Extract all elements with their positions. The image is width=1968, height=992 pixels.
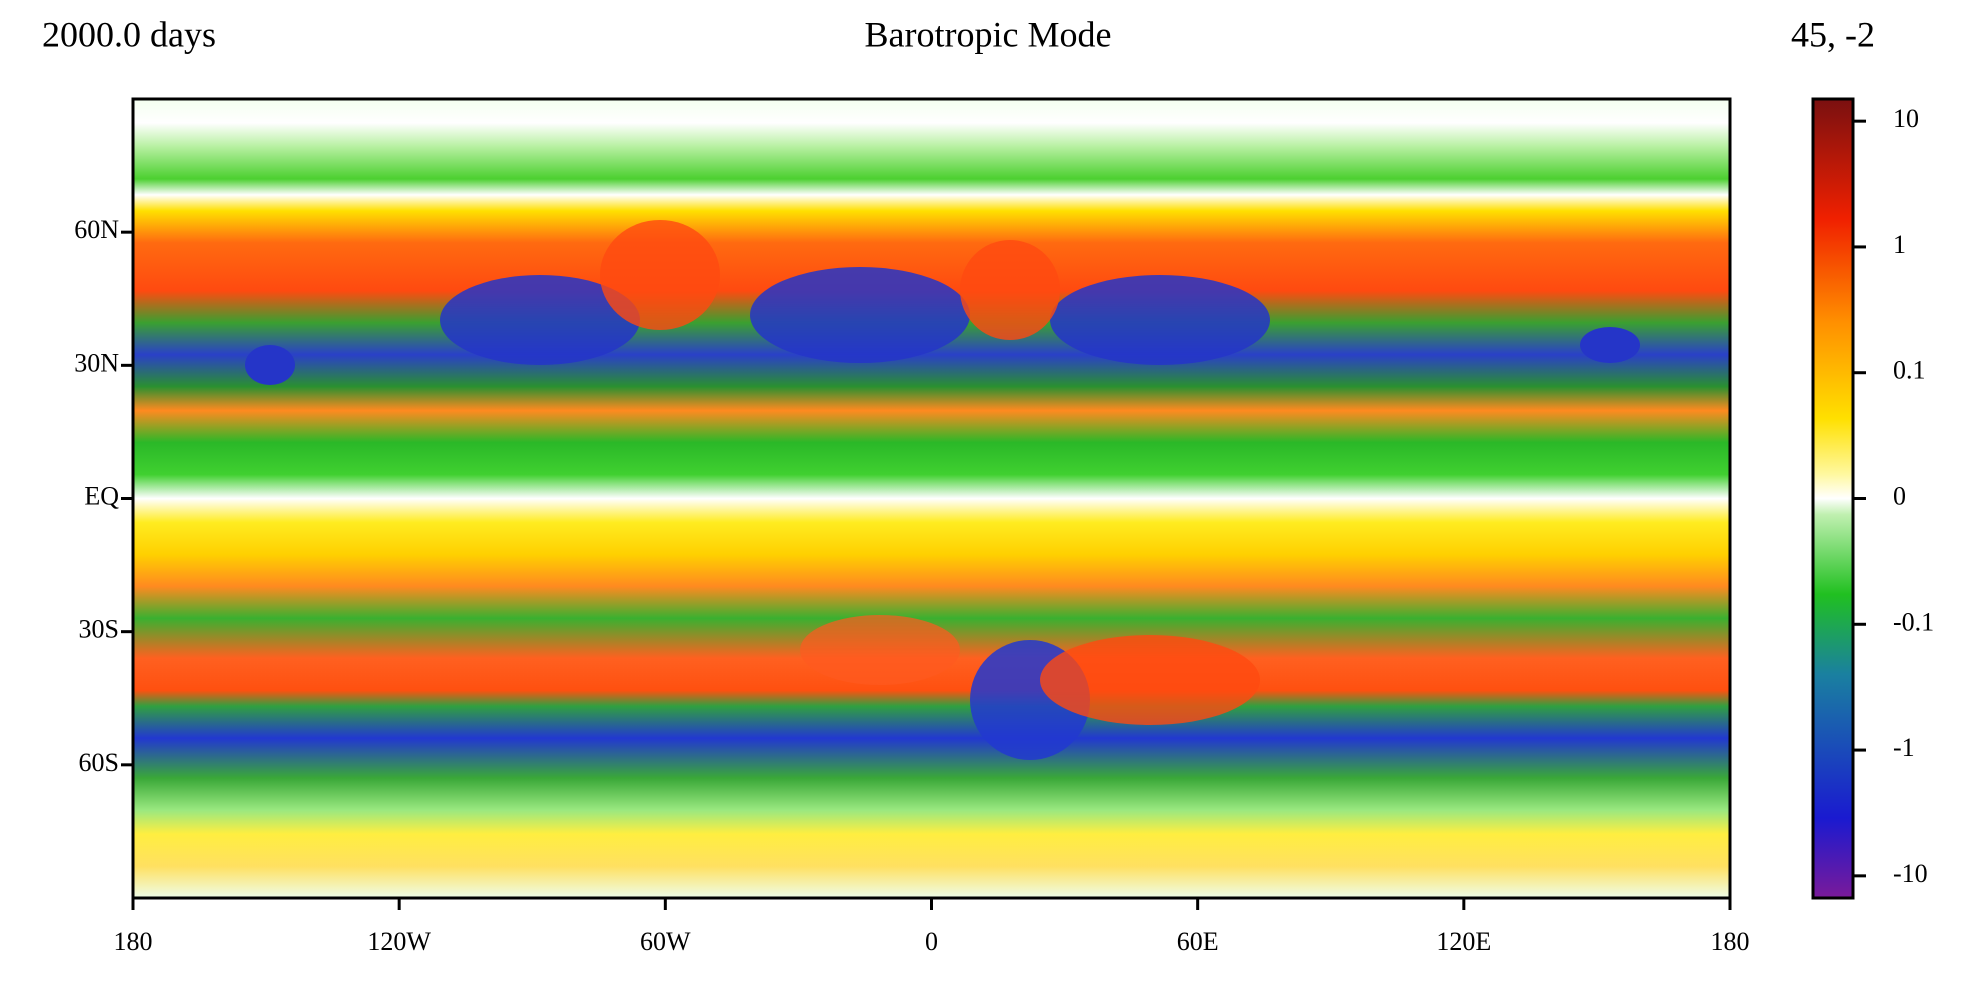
x-tick-label: 0 [925,927,938,956]
y-tick-label: 30S [79,615,119,644]
colorbar [1811,97,1855,900]
annotation-point: 45, -2 [1791,14,1875,54]
y-tick-label: 60N [74,215,119,244]
colorbar-tick-label: 10 [1893,104,1919,133]
colorbar-tick-label: -10 [1893,859,1928,888]
y-tick-label: 60S [79,748,119,777]
chart-title: Barotropic Mode [865,14,1112,54]
annotation-days: 2000.0 days [42,14,216,54]
x-tick-label: 180 [1711,927,1750,956]
y-tick-label: 30N [74,348,119,377]
x-tick-label: 60W [640,927,691,956]
colorbar-tick-label: 1 [1893,230,1906,259]
x-tick-label: 120E [1436,927,1491,956]
x-tick-label: 120W [367,927,431,956]
field-image [133,99,1730,898]
x-tick-label: 180 [114,927,153,956]
colorbar-tick-label: 0.1 [1893,356,1926,385]
x-tick-label: 60E [1177,927,1219,956]
colorbar-tick-label: -1 [1893,733,1915,762]
colorbar-tick-label: 0 [1893,481,1906,510]
colorbar-tick-label: -0.1 [1893,607,1934,636]
y-tick-label: EQ [84,481,119,510]
